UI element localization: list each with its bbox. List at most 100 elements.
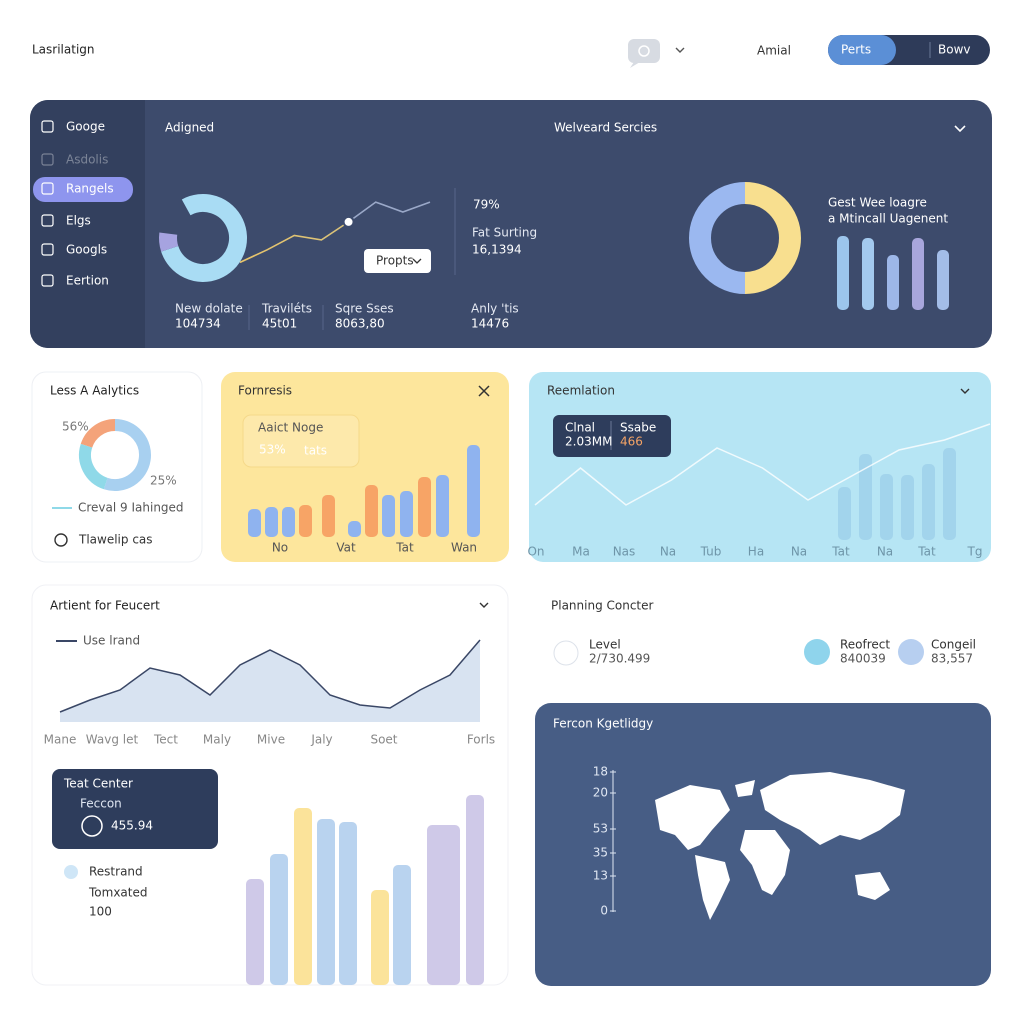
bar <box>246 879 264 985</box>
axis-label: 0 <box>600 904 608 918</box>
bar <box>912 238 924 310</box>
continent <box>760 772 905 845</box>
nav-item[interactable]: Asdolis <box>66 153 108 167</box>
note: 100 <box>89 905 112 919</box>
stat-value: 45t01 <box>262 317 297 331</box>
chevron[interactable] <box>675 47 685 53</box>
stat-label: Sqre Sses <box>335 302 394 316</box>
bar <box>371 890 389 985</box>
area-line <box>59 639 481 713</box>
avatar <box>804 639 830 665</box>
donut-segment <box>159 232 179 252</box>
bar <box>880 474 893 540</box>
box-value: 53% <box>259 443 286 457</box>
donut-segment <box>744 182 801 294</box>
box-label: Aaict Noge <box>258 421 323 435</box>
x-tick-label: Tat <box>395 541 414 555</box>
button-label: Bowv <box>938 43 971 57</box>
donut-label: 56% <box>62 420 89 434</box>
chevron[interactable] <box>954 125 966 133</box>
bar <box>467 445 480 537</box>
x-tick-label: No <box>272 541 288 555</box>
bar <box>265 507 278 537</box>
bar <box>248 509 261 537</box>
nav-item[interactable]: Eertion <box>66 274 109 288</box>
world-map <box>655 772 905 920</box>
chat-glyph <box>638 45 650 57</box>
card-title: Teat Center <box>63 777 133 791</box>
box-value: 2.03MM <box>565 435 612 449</box>
bar <box>339 822 357 985</box>
sidebar-active[interactable] <box>33 177 133 202</box>
item-value: 83,557 <box>931 652 973 666</box>
app-title: Lasrilatign <box>32 43 95 57</box>
donut-segment <box>103 419 151 491</box>
close-icon[interactable] <box>478 385 490 397</box>
x-tick-label: Forls <box>467 733 495 747</box>
area-line-fill <box>60 640 480 722</box>
nav-icon <box>41 120 54 133</box>
x-tick-label: Mive <box>257 733 285 747</box>
x-tick-label: Tat <box>831 545 850 559</box>
chevron[interactable] <box>479 602 489 608</box>
button-left[interactable] <box>828 35 896 65</box>
stat-label: New dolate <box>175 302 243 316</box>
caption: Gest Wee loagre <box>828 196 927 210</box>
item-label: Reofrect <box>840 638 890 652</box>
x-tick-label: Tect <box>153 733 178 747</box>
button-label: Propts <box>376 254 414 268</box>
item-label: Level <box>589 638 621 652</box>
donut-segment <box>689 182 746 294</box>
x-tick-label: Tg <box>967 545 983 559</box>
axis-label: 53 <box>593 822 608 836</box>
continent <box>740 830 790 895</box>
nav-item[interactable]: Googls <box>66 243 107 257</box>
user-name: Amial <box>757 44 791 58</box>
nav-item[interactable]: Rangels <box>66 182 114 196</box>
bar <box>922 464 935 540</box>
stat-value: 104734 <box>175 317 221 331</box>
panel-title: Adigned <box>165 121 214 135</box>
nav-icon <box>41 153 54 166</box>
nav-item[interactable]: Elgs <box>66 214 91 228</box>
box-label: Clnal <box>565 421 595 435</box>
center-card <box>52 769 218 849</box>
item-value: 840039 <box>840 652 886 666</box>
x-tick-label: Jaly <box>310 733 332 747</box>
chevron[interactable] <box>960 388 970 394</box>
bar <box>862 238 874 310</box>
avatar <box>898 639 924 665</box>
note-icon <box>64 865 78 879</box>
link-label[interactable]: Tlawelip cas <box>78 533 153 547</box>
nav-item[interactable]: Googe <box>66 120 105 134</box>
bar <box>937 250 949 310</box>
chat-icon[interactable] <box>628 39 660 63</box>
card-title: Less A Aalytics <box>50 384 139 398</box>
wave-line <box>534 423 991 506</box>
box-label: Ssabe <box>620 421 656 435</box>
legend-label: Use lrand <box>83 634 140 648</box>
continent <box>855 872 890 900</box>
card-title: Artient for Feucert <box>50 599 160 613</box>
x-tick-label: Vat <box>336 541 356 555</box>
propts-button[interactable] <box>364 249 431 273</box>
continent <box>655 785 730 850</box>
bar <box>418 477 431 537</box>
note: Tomxated <box>88 886 147 900</box>
axis-label: 13 <box>593 869 608 883</box>
x-tick-label: Nas <box>613 545 636 559</box>
nav-icon <box>41 182 54 195</box>
x-tick-label: Tat <box>917 545 936 559</box>
continent <box>695 855 730 920</box>
note: Restrand <box>89 865 143 879</box>
box-unit: tats <box>304 444 327 458</box>
donut-segment <box>80 419 116 448</box>
x-tick-label: Wavg let <box>86 733 139 747</box>
chat-tail <box>630 62 640 68</box>
highlight-sub: 16,1394 <box>472 243 522 257</box>
nav-icon <box>41 243 54 256</box>
stat-value: 14476 <box>471 317 509 331</box>
stat-label: Traviléts <box>261 302 312 316</box>
